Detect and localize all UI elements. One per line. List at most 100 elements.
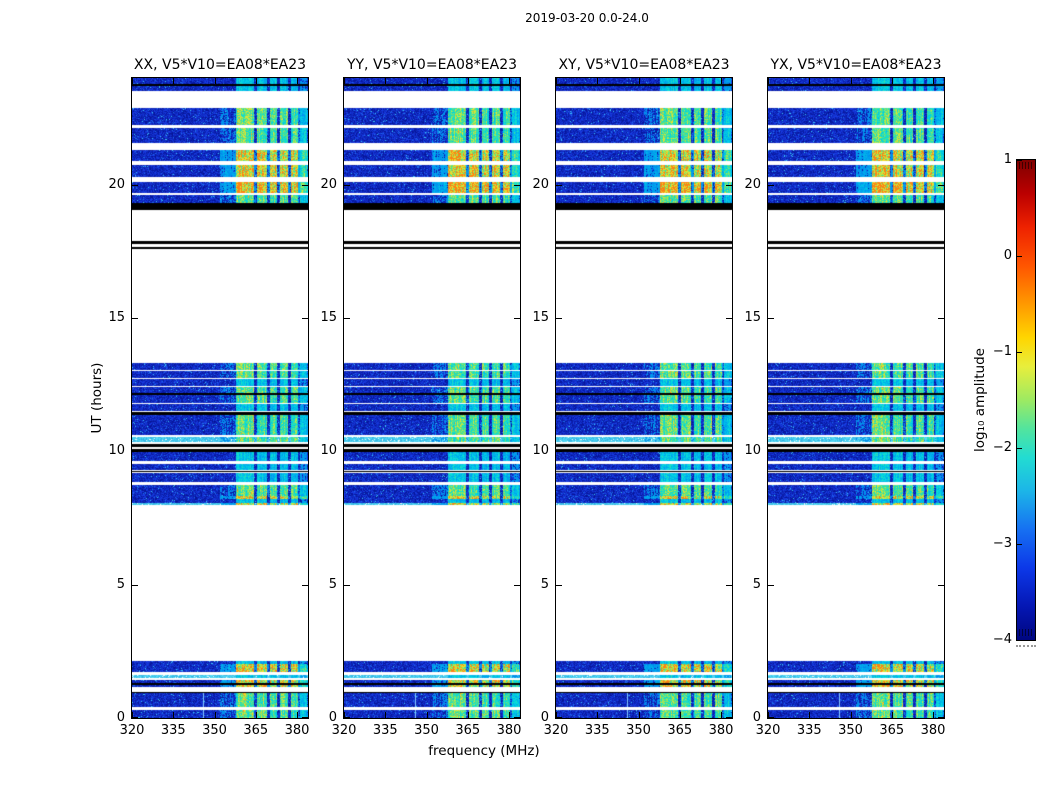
y-tick-label-xy: 5 — [540, 576, 549, 592]
y-tick-mark — [344, 184, 350, 186]
x-tick-mark — [467, 712, 469, 718]
x-tick-mark — [721, 78, 722, 84]
x-tick-label-xx: 365 — [243, 723, 269, 738]
colorbar-tick-mark — [1017, 352, 1022, 353]
x-tick-mark — [597, 712, 599, 718]
x-tick-mark — [891, 78, 893, 84]
colorbar-tick-label: −2 — [992, 440, 1012, 455]
y-tick-label-xx: 0 — [116, 710, 125, 725]
x-tick-label-xx: 350 — [202, 723, 227, 738]
y-tick-mark — [938, 451, 944, 453]
x-tick-label-yx: 350 — [838, 723, 863, 738]
y-tick-label-xy: 0 — [540, 710, 549, 725]
y-tick-mark — [514, 584, 520, 586]
spectrogram-canvas-yx — [768, 78, 944, 718]
x-tick-mark — [173, 78, 175, 84]
y-tick-mark — [768, 318, 774, 319]
y-tick-label-yy: 10 — [320, 443, 337, 459]
colorbar-tick-mark — [1017, 640, 1022, 641]
y-tick-mark — [302, 584, 308, 586]
x-axis-label: frequency (MHz) — [428, 743, 540, 759]
x-tick-mark — [850, 712, 852, 718]
panel-title-xy: XY, V5*V10=EA08*EA23 — [558, 57, 730, 73]
panel-frame-yy — [343, 77, 521, 719]
y-tick-label-yx: 15 — [744, 310, 761, 325]
y-tick-mark — [726, 584, 732, 586]
y-tick-mark — [514, 717, 520, 718]
x-tick-mark — [214, 712, 216, 718]
y-tick-label-yy: 15 — [320, 310, 337, 325]
y-tick-label-xx: 5 — [116, 576, 125, 592]
y-tick-mark — [302, 451, 308, 453]
x-tick-mark — [426, 78, 428, 84]
x-tick-mark — [809, 712, 811, 718]
y-tick-mark — [726, 451, 732, 453]
panel-frame-xx — [131, 77, 309, 719]
x-tick-mark — [344, 712, 345, 718]
y-tick-label-yx: 10 — [744, 443, 761, 459]
x-tick-label-xx: 380 — [284, 723, 310, 738]
y-tick-mark — [938, 184, 944, 186]
x-tick-mark — [297, 78, 298, 84]
y-tick-mark — [768, 584, 774, 586]
x-tick-mark — [509, 712, 510, 718]
colorbar-tick-label: −3 — [992, 536, 1012, 551]
y-tick-label-xx: 15 — [108, 310, 125, 325]
x-tick-mark — [385, 78, 387, 84]
y-tick-mark — [726, 184, 732, 186]
y-tick-mark — [132, 717, 138, 718]
y-tick-label-xx: 10 — [108, 443, 125, 459]
x-tick-mark — [721, 712, 722, 718]
y-tick-mark — [768, 184, 774, 186]
y-tick-mark — [132, 184, 138, 186]
x-tick-label-xy: 365 — [667, 723, 693, 738]
colorbar-tick-mark — [1017, 544, 1022, 545]
x-tick-mark — [556, 712, 557, 718]
x-tick-label-yy: 380 — [496, 723, 522, 738]
x-tick-mark — [467, 78, 469, 84]
colorbar-tick-label: −1 — [992, 344, 1012, 359]
x-tick-mark — [214, 78, 216, 84]
y-tick-mark — [302, 184, 308, 186]
x-tick-label-xy: 350 — [626, 723, 651, 738]
x-tick-mark — [638, 78, 640, 84]
x-tick-label-xy: 380 — [708, 723, 734, 738]
x-tick-mark — [132, 78, 133, 84]
y-tick-mark — [938, 584, 944, 586]
x-tick-label-xy: 335 — [584, 723, 610, 738]
colorbar-underflow-dots — [1016, 645, 1036, 647]
x-tick-label-xy: 320 — [543, 723, 569, 738]
colorbar-tick-label: −4 — [992, 632, 1012, 647]
x-tick-mark — [679, 712, 681, 718]
panel-title-xx: XX, V5*V10=EA08*EA23 — [133, 57, 307, 73]
x-tick-label-yx: 335 — [796, 723, 822, 738]
y-tick-mark — [344, 717, 350, 718]
colorbar-label: log₁₀ amplitude — [972, 348, 988, 452]
figure-title: 2019-03-20 0.0-24.0 — [525, 11, 649, 25]
panel-frame-yx — [767, 77, 945, 719]
y-tick-mark — [938, 318, 944, 319]
x-tick-mark — [385, 712, 387, 718]
x-tick-mark — [933, 712, 934, 718]
colorbar-tick-label: 0 — [1003, 248, 1012, 263]
y-tick-mark — [132, 584, 138, 586]
x-tick-label-yx: 380 — [920, 723, 946, 738]
y-tick-mark — [132, 318, 138, 319]
x-tick-mark — [850, 78, 852, 84]
y-tick-mark — [344, 318, 350, 319]
y-tick-label-xy: 10 — [532, 443, 549, 459]
colorbar-top-hatch — [1019, 162, 1032, 169]
colorbar-tick-mark — [1017, 448, 1022, 449]
y-tick-label-yy: 20 — [320, 176, 337, 192]
x-tick-mark — [297, 712, 298, 718]
y-tick-label-yx: 0 — [752, 710, 761, 725]
x-tick-mark — [255, 78, 257, 84]
y-tick-mark — [514, 318, 520, 319]
y-tick-mark — [938, 717, 944, 718]
y-tick-mark — [768, 717, 774, 718]
y-tick-mark — [556, 584, 562, 586]
y-tick-mark — [556, 717, 562, 718]
y-tick-mark — [514, 184, 520, 186]
x-tick-mark — [132, 712, 133, 718]
